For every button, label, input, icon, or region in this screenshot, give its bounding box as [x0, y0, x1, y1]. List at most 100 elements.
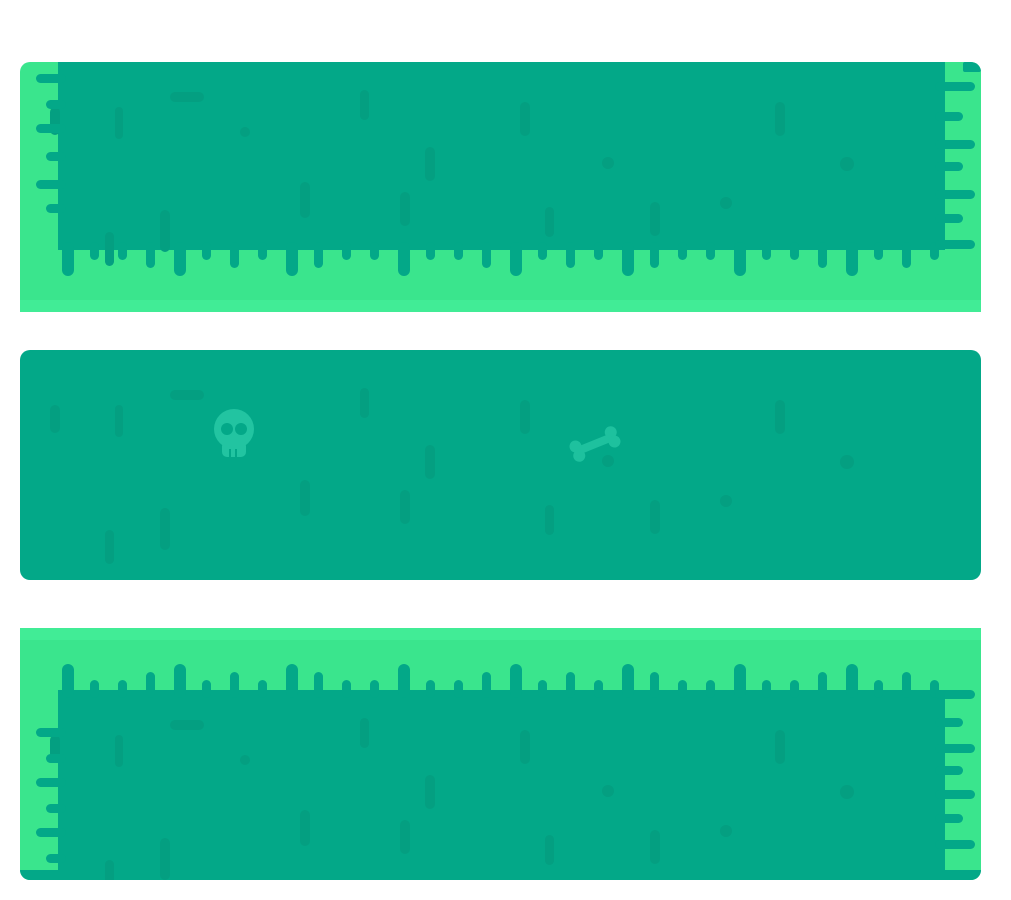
slime-ceiling-strip — [20, 628, 981, 640]
speck-3 — [240, 127, 250, 137]
drip-right-2 — [935, 140, 975, 149]
drip-left-4 — [36, 828, 66, 837]
speck-4 — [300, 810, 310, 846]
speck-4 — [300, 182, 310, 218]
drip-down-19 — [594, 242, 603, 260]
drip-up-6 — [230, 672, 239, 698]
drip-down-13 — [426, 242, 435, 260]
drip-down-24 — [734, 242, 746, 276]
drip-up-4 — [174, 664, 186, 698]
speck-10 — [602, 455, 614, 467]
drip-down-23 — [706, 242, 715, 260]
speck-11 — [650, 202, 660, 236]
speck-13 — [775, 400, 785, 434]
drip-down-5 — [202, 242, 211, 260]
speck-14 — [840, 455, 854, 469]
drip-up-18 — [566, 672, 575, 698]
drip-left-4 — [36, 180, 66, 189]
drip-up-13 — [426, 680, 435, 698]
drip-down-22 — [678, 242, 687, 260]
drip-up-3 — [146, 672, 155, 698]
teal-interior — [58, 690, 945, 880]
drip-left-5 — [46, 204, 66, 213]
speck-1 — [115, 107, 123, 139]
drip-right-4 — [935, 790, 975, 799]
drip-down-10 — [342, 242, 351, 260]
teal-bottom-edge — [20, 870, 981, 880]
drip-down-12 — [398, 242, 410, 276]
drip-down-8 — [286, 242, 298, 276]
drip-up-29 — [874, 680, 883, 698]
speck-2 — [170, 390, 204, 400]
slime-panel-bottom — [20, 628, 981, 880]
drip-up-23 — [706, 680, 715, 698]
speck-10 — [602, 157, 614, 169]
speck-13 — [775, 102, 785, 136]
drip-down-28 — [846, 242, 858, 276]
bone-icon — [569, 426, 621, 462]
plain-panel-middle — [20, 350, 981, 580]
speck-2 — [170, 720, 204, 730]
speck-8 — [520, 730, 530, 764]
drip-left-3 — [46, 804, 66, 813]
drip-down-14 — [454, 242, 463, 260]
drip-right-6 — [935, 240, 975, 249]
slime-tile-bottom-graphic — [20, 628, 981, 880]
speck-5 — [360, 388, 369, 418]
drip-right-6 — [935, 840, 975, 849]
drip-up-22 — [678, 680, 687, 698]
speck-6 — [400, 820, 410, 854]
speck-7 — [425, 147, 435, 181]
drip-down-29 — [874, 242, 883, 260]
drip-down-3 — [146, 242, 155, 268]
speck-12 — [720, 197, 732, 209]
drip-up-26 — [790, 680, 799, 698]
speck-9 — [545, 505, 554, 535]
speck-15 — [160, 838, 170, 880]
drip-up-15 — [482, 672, 491, 698]
drip-down-15 — [482, 242, 491, 268]
drip-up-30 — [902, 672, 911, 698]
drip-right-0 — [935, 82, 975, 91]
speck-16 — [105, 860, 114, 880]
drip-down-17 — [538, 242, 547, 260]
drip-right-0 — [935, 690, 975, 699]
drip-up-5 — [202, 680, 211, 698]
drip-up-19 — [594, 680, 603, 698]
drip-left-3 — [46, 152, 66, 161]
speck-14 — [840, 157, 854, 171]
drip-down-1 — [90, 242, 99, 260]
drip-up-11 — [370, 680, 379, 698]
drip-up-27 — [818, 672, 827, 698]
speck-11 — [650, 830, 660, 864]
speck-5 — [360, 718, 369, 748]
speck-6 — [400, 490, 410, 524]
drip-right-3 — [935, 766, 963, 775]
speck-0 — [50, 405, 60, 433]
drip-down-7 — [258, 242, 267, 260]
speck-5 — [360, 90, 369, 120]
speck-6 — [400, 192, 410, 226]
teal-interior — [20, 350, 981, 580]
drip-down-0 — [62, 242, 74, 276]
drip-left-0 — [36, 74, 66, 83]
speck-4 — [300, 480, 310, 516]
drip-right-1 — [935, 718, 963, 727]
speck-8 — [520, 400, 530, 434]
speck-1 — [115, 735, 123, 767]
drip-up-17 — [538, 680, 547, 698]
drip-up-25 — [762, 680, 771, 698]
speck-8 — [520, 102, 530, 136]
drip-down-30 — [902, 242, 911, 268]
drip-up-9 — [314, 672, 323, 698]
speck-15 — [160, 210, 170, 252]
drip-down-2 — [118, 242, 127, 260]
speck-9 — [545, 207, 554, 237]
skull-icon — [214, 409, 254, 457]
drip-up-1 — [90, 680, 99, 698]
drip-up-8 — [286, 664, 298, 698]
drip-down-18 — [566, 242, 575, 268]
speck-12 — [720, 495, 732, 507]
drip-down-21 — [650, 242, 659, 268]
speck-7 — [425, 445, 435, 479]
